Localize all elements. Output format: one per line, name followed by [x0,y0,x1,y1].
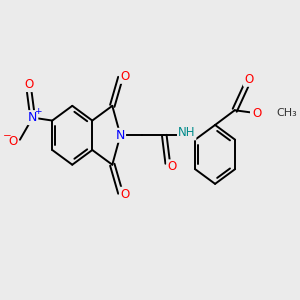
Text: −: − [3,131,12,141]
Text: N: N [28,111,37,124]
Text: O: O [244,73,253,86]
Text: O: O [9,135,18,148]
Text: O: O [120,70,129,83]
Text: NH: NH [178,126,195,140]
Text: CH₃: CH₃ [276,108,297,118]
Text: +: + [34,107,41,116]
Text: N: N [116,129,125,142]
Text: O: O [167,160,176,173]
Text: O: O [25,78,34,91]
Text: O: O [120,188,129,201]
Text: O: O [252,107,261,120]
